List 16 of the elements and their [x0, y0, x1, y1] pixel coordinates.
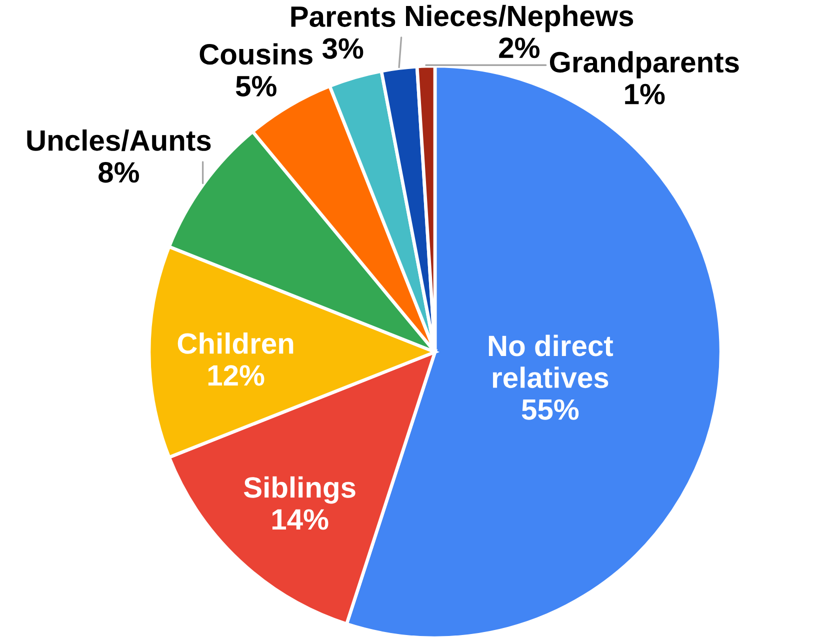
data-label: 55%	[522, 399, 579, 420]
slice-label: Nieces/Nephews	[406, 4, 634, 32]
data-label: 5%	[236, 76, 276, 97]
slice-label: No direct relatives	[488, 334, 614, 388]
slice-label: Uncles/Aunts	[27, 129, 211, 152]
data-label: 3%	[322, 38, 364, 59]
data-label: 2%	[499, 38, 540, 58]
data-label: 1%	[625, 84, 665, 104]
slice-label: Siblings	[244, 476, 356, 504]
slice-label: Children	[178, 332, 294, 354]
slice-label: Grandparents	[550, 51, 739, 78]
data-label: 14%	[272, 509, 328, 530]
slice-label: Cousins	[200, 43, 312, 65]
slice-label: Parents	[291, 6, 396, 27]
data-label: 8%	[98, 162, 139, 183]
data-label: 12%	[208, 365, 264, 386]
